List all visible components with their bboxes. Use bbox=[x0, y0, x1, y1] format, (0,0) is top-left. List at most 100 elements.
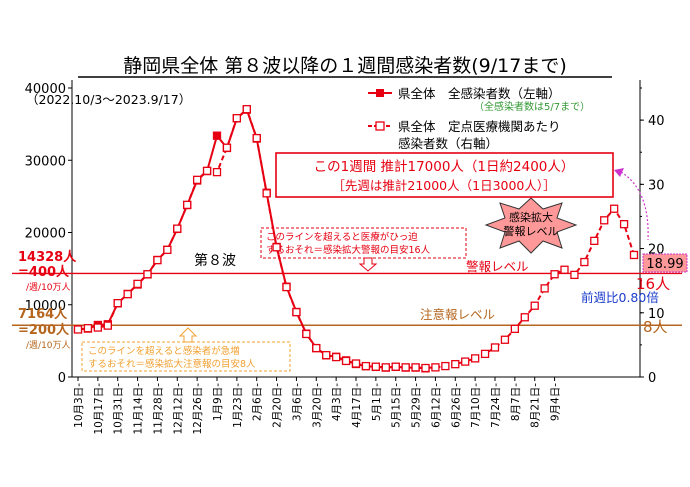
callout-line2: ［先週は推計21000人（1日3000人）］ bbox=[332, 178, 555, 193]
series-sentinel-point bbox=[580, 257, 589, 267]
series-sentinel-point bbox=[570, 270, 579, 280]
series-sentinel-point bbox=[351, 359, 361, 368]
legend-total-label: 県全体 全感染者数（左軸） bbox=[398, 86, 561, 101]
callout-line1: この1週間 推計17000人（1日約2400人） bbox=[314, 159, 575, 175]
series-sentinel-point bbox=[173, 224, 182, 233]
series-sentinel-point bbox=[371, 362, 381, 371]
series-sentinel-point bbox=[381, 363, 390, 372]
warning-left-rate: =400人 bbox=[18, 264, 70, 280]
warning-annotation-line1: このラインを超えると医療がひっ迫 bbox=[266, 231, 418, 243]
alert-star-line2: 警報レベル bbox=[504, 224, 559, 238]
x-tick-label: 3月20日- bbox=[311, 383, 323, 428]
series-sentinel-point bbox=[133, 279, 142, 289]
series-sentinel-point bbox=[262, 189, 271, 198]
x-tick-label: 10月31日- bbox=[113, 383, 125, 435]
series-sentinel-point bbox=[232, 114, 242, 123]
alert-star: 感染拡大 警報レベル bbox=[484, 197, 578, 254]
caution-annotation-line2: するおそれ＝感染拡大注意報の目安8人 bbox=[88, 358, 256, 370]
series-sentinel-point bbox=[153, 255, 162, 265]
series-sentinel-point bbox=[600, 216, 609, 225]
series-sentinel-point bbox=[451, 360, 460, 369]
x-tick-label: 5月15日- bbox=[391, 383, 403, 428]
series-sentinel-point bbox=[431, 363, 440, 372]
caution-annotation-line1: このラインを超えると感染者が急増 bbox=[88, 345, 240, 357]
series-sentinel-point bbox=[302, 329, 311, 339]
warning-left-unit: /週/10万人 bbox=[26, 282, 71, 293]
x-tick-label: 11月14日- bbox=[133, 383, 145, 435]
series-sentinel-point bbox=[183, 200, 192, 210]
series-sentinel-point bbox=[93, 323, 103, 332]
caution-left-unit: /週/10万人 bbox=[26, 340, 71, 351]
series-sentinel-point bbox=[500, 335, 510, 344]
series-sentinel-point bbox=[550, 270, 559, 279]
right-tick-label: 10 bbox=[648, 307, 665, 322]
x-tick-label: 1月9日- bbox=[212, 383, 224, 421]
series-sentinel-point bbox=[212, 167, 222, 177]
legend: 県全体 全感染者数（左軸） （全感染者数は5/7まで） 県全体 定点医療機関あた… bbox=[368, 86, 590, 151]
series-sentinel-point bbox=[83, 324, 93, 333]
warning-level-label: 警報レベル bbox=[466, 259, 529, 274]
x-tick-label: 7月24日- bbox=[490, 383, 502, 428]
x-tick-label: 1月23日- bbox=[232, 383, 244, 428]
x-tick-label: 5月29日- bbox=[411, 383, 423, 428]
right-tick-label: 40 bbox=[648, 114, 665, 129]
series-sentinel-point bbox=[242, 105, 251, 114]
x-tick-label: 7月10日- bbox=[470, 383, 482, 428]
series-sentinel-point bbox=[411, 363, 420, 372]
series-sentinel-point bbox=[540, 284, 549, 293]
x-tick-label: 10月17日- bbox=[93, 383, 105, 435]
pointer-arrow bbox=[620, 171, 649, 241]
legend-total-note: （全感染者数は5/7まで） bbox=[474, 100, 590, 113]
series-sentinel-point bbox=[272, 243, 281, 252]
series-sentinel-point bbox=[421, 363, 430, 373]
legend-sentinel-label2: 感染者数（右軸） bbox=[398, 136, 498, 151]
x-tick-label: 3月6日- bbox=[291, 383, 303, 421]
series-sentinel-point bbox=[192, 175, 202, 184]
series-sentinel-point bbox=[312, 343, 321, 353]
series-sentinel-point bbox=[73, 325, 83, 334]
x-tick-label: 12月26日- bbox=[192, 383, 204, 435]
series-sentinel-point bbox=[461, 357, 470, 366]
series-sentinel-point bbox=[103, 321, 112, 330]
x-tick-label: 8月7日- bbox=[510, 383, 522, 421]
left-tick-label: 20000 bbox=[25, 227, 66, 242]
warning-annotation: このラインを超えると医療がひっ迫 するおそれ＝感染拡大警報の目安16人 bbox=[260, 227, 467, 272]
series-sentinel-point bbox=[341, 356, 351, 366]
series-sentinel-point bbox=[510, 324, 520, 333]
left-tick-label: 0 bbox=[58, 371, 66, 386]
weekly-callout: この1週間 推計17000人（1日約2400人） ［先週は推計21000人（1日… bbox=[275, 152, 614, 198]
series-sentinel-point bbox=[490, 343, 500, 352]
week-ratio: 前週比0.80倍 bbox=[581, 290, 659, 305]
series-sentinel-point bbox=[123, 290, 132, 299]
series-sentinel bbox=[73, 105, 639, 373]
x-tick-label: 11月28日- bbox=[152, 383, 164, 435]
legend-total-marker bbox=[376, 89, 384, 97]
series-sentinel-point bbox=[590, 236, 599, 245]
series-sentinel-point bbox=[629, 250, 639, 260]
wave-label: 第８波 bbox=[194, 252, 236, 269]
caution-annotation: このラインを超えると感染者が急増 するおそれ＝感染拡大注意報の目安8人 bbox=[81, 327, 291, 372]
right-tick-label: 0 bbox=[648, 371, 656, 386]
current-value: 18.99 bbox=[646, 257, 683, 272]
series-sentinel-point bbox=[520, 313, 529, 322]
legend-sentinel-marker bbox=[375, 121, 385, 131]
current-value-box bbox=[642, 253, 688, 273]
left-tick-label: 30000 bbox=[25, 154, 66, 169]
left-tick-label: 40000 bbox=[25, 82, 66, 97]
x-tick-label: 4月17日- bbox=[351, 383, 363, 428]
left-tick-label: 10000 bbox=[25, 299, 66, 314]
series-sentinel-point bbox=[113, 298, 122, 308]
series-sentinel-point bbox=[609, 204, 619, 213]
warning-annotation-line2: するおそれ＝感染拡大警報の目安16人 bbox=[266, 244, 431, 256]
x-tick-label: 6月12日- bbox=[430, 383, 442, 428]
series-sentinel-point bbox=[391, 362, 400, 371]
series-sentinel-point bbox=[163, 245, 172, 254]
warning-right-value: 16人 bbox=[636, 275, 670, 293]
series-sentinel-point bbox=[222, 143, 232, 152]
series-sentinel-point bbox=[202, 166, 212, 175]
series-sentinel-point bbox=[282, 282, 291, 292]
x-tick-label: 8月21日- bbox=[530, 383, 542, 428]
series-total-point bbox=[212, 131, 222, 140]
